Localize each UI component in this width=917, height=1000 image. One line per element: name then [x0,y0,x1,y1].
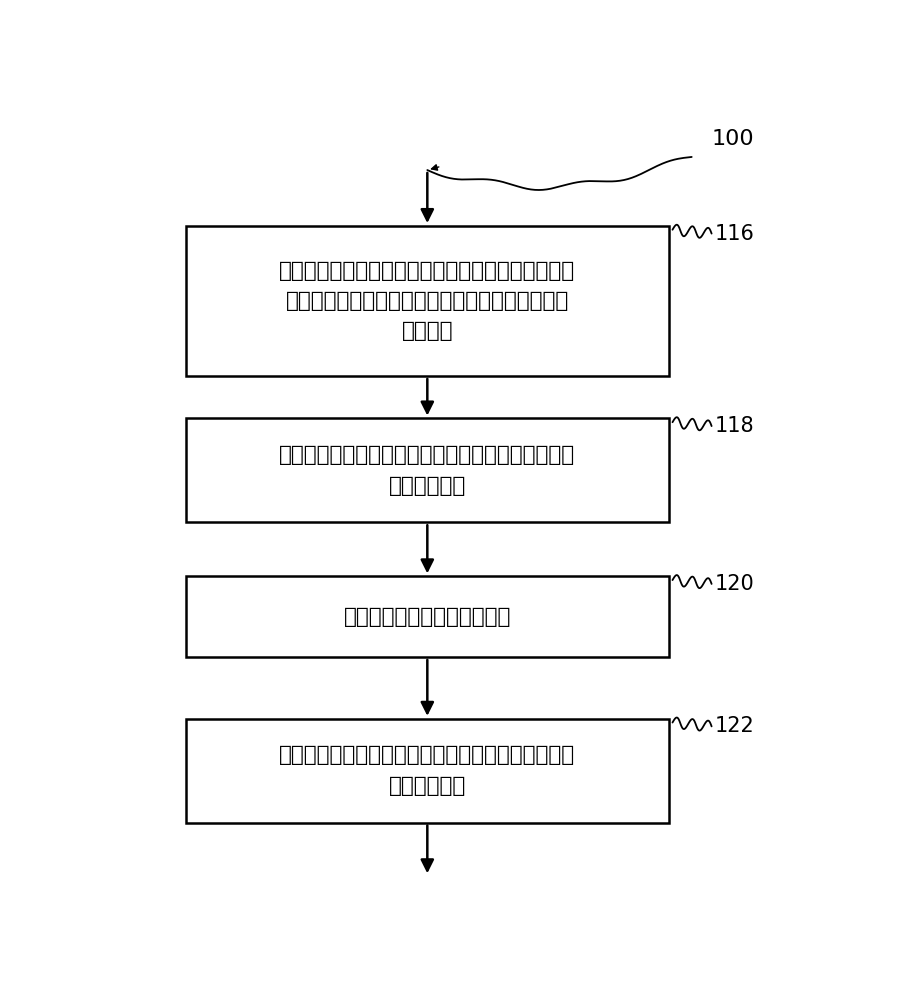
Bar [185,719,669,823]
Text: 将经过呼吸带通滤波后的相位信号进行频谱变换得到
呼吸频率谱线: 将经过呼吸带通滤波后的相位信号进行频谱变换得到 呼吸频率谱线 [280,445,575,496]
Text: 100: 100 [712,129,754,149]
Text: 对呼吸频率谱线进行峰值检测: 对呼吸频率谱线进行峰值检测 [344,607,511,627]
Text: 120: 120 [715,574,755,594]
Text: 估计呼吸频率，呼吸频率谱线的波峰处的频率即为对
应的呼吸频率: 估计呼吸频率，呼吸频率谱线的波峰处的频率即为对 应的呼吸频率 [280,745,575,796]
Text: 116: 116 [715,224,755,244]
Text: 对经过直流分量消除与背景噪声消除后得到的相位信
号进行呼吸带通滤波，滤出呼吸信号所在频率范围
内的信号: 对经过直流分量消除与背景噪声消除后得到的相位信 号进行呼吸带通滤波，滤出呼吸信号… [280,261,575,341]
Bar [185,226,669,376]
Bar [185,576,669,657]
Text: 118: 118 [715,416,755,436]
Bar [185,418,669,522]
Text: 122: 122 [715,716,755,736]
